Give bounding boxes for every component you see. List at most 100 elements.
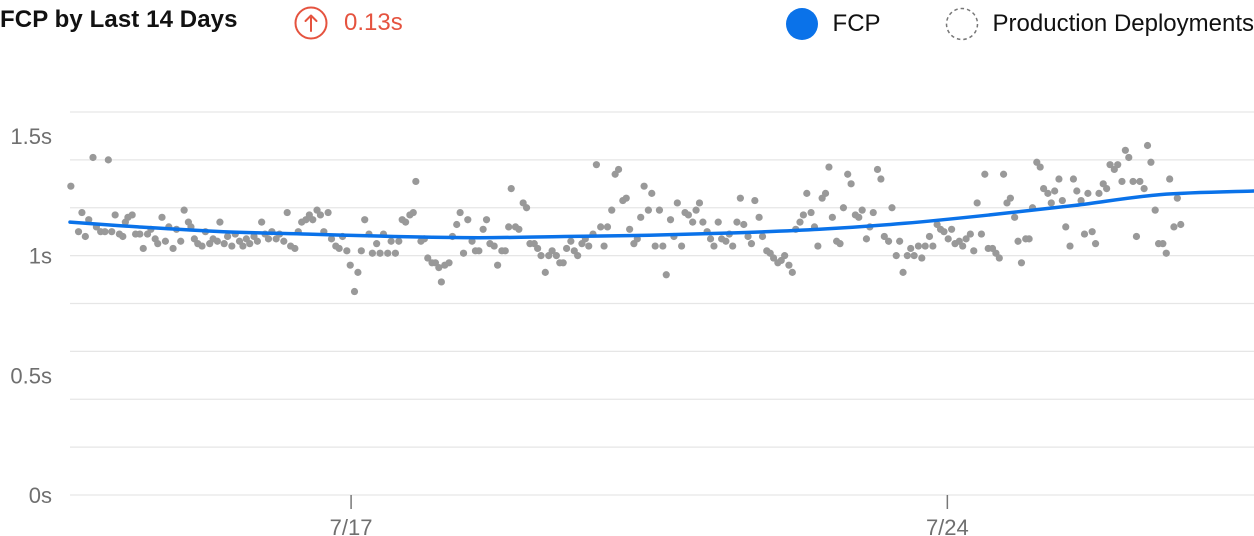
fcp-data-point: [803, 189, 811, 197]
fcp-data-point: [740, 220, 748, 229]
fcp-data-point: [139, 244, 147, 253]
fcp-data-point: [722, 237, 730, 245]
fcp-data-point: [855, 213, 863, 221]
fcp-data-point: [921, 242, 929, 250]
fcp-data-point: [220, 240, 228, 248]
fcp-data-point: [1140, 185, 1148, 193]
fcp-data-point: [1014, 237, 1022, 245]
fcp-data-point: [940, 228, 948, 236]
legend-label-production-deployments: Production Deployments: [992, 10, 1254, 37]
fcp-data-point: [402, 218, 410, 226]
fcp-data-point: [154, 240, 162, 248]
fcp-data-point: [651, 242, 659, 250]
fcp-data-point: [395, 237, 403, 245]
chart-title: FCP by Last 14 Days: [0, 6, 238, 33]
fcp-data-point: [177, 237, 185, 245]
fcp-data-point: [280, 237, 288, 245]
fcp-data-point: [361, 216, 369, 224]
fcp-data-point: [677, 242, 686, 250]
legend-item-fcp[interactable]: FCP: [785, 7, 881, 41]
fcp-data-point: [892, 252, 900, 260]
fcp-data-point: [644, 206, 652, 214]
fcp-data-point: [858, 206, 866, 214]
fcp-data-point: [216, 218, 224, 226]
fcp-data-point: [346, 261, 354, 269]
fcp-data-point: [1040, 185, 1048, 193]
fcp-data-point: [357, 247, 365, 255]
fcp-data-point: [246, 240, 254, 248]
chart-legend: FCP Production Deployments: [785, 7, 1254, 41]
fcp-data-point: [445, 259, 453, 267]
fcp-trend-line: [68, 189, 1254, 240]
fcp-data-point: [459, 249, 468, 257]
fcp-data-point: [368, 249, 376, 257]
fcp-data-point: [384, 249, 392, 257]
fcp-data-point: [666, 216, 675, 224]
y-tick-label: 0.5s: [10, 363, 52, 388]
fcp-data-point: [108, 228, 116, 236]
fcp-data-point: [1006, 194, 1014, 202]
fcp-data-point: [1121, 146, 1129, 154]
fcp-data-point: [111, 211, 119, 219]
fcp-data-point: [505, 223, 513, 231]
fcp-data-point: [744, 232, 752, 241]
fcp-data-point: [755, 213, 763, 221]
fcp-data-point: [335, 244, 343, 253]
y-tick-label: 1s: [29, 244, 52, 269]
fcp-data-point: [925, 232, 934, 241]
fcp-data-point: [585, 242, 593, 250]
fcp-data-point: [409, 208, 417, 217]
delta-indicator: 0.13s: [294, 6, 403, 40]
fcp-data-point: [1173, 194, 1181, 202]
fcp-data-point: [799, 211, 807, 219]
legend-item-production-deployments[interactable]: Production Deployments: [945, 7, 1254, 41]
fcp-data-point: [659, 242, 667, 250]
fcp-data-point: [1091, 240, 1100, 248]
fcp-data-point: [597, 223, 605, 231]
fcp-data-point: [877, 175, 885, 183]
fcp-data-point: [710, 242, 718, 250]
fcp-data-point: [608, 206, 616, 214]
fcp-data-point: [907, 244, 915, 253]
fcp-data-point: [733, 218, 741, 226]
fcp-data-point: [1132, 232, 1141, 241]
fcp-data-point: [1114, 161, 1122, 169]
fcp-data-point: [1025, 235, 1033, 243]
fcp-data-point: [869, 208, 877, 217]
fcp-data-point: [959, 242, 967, 250]
fcp-data-point: [327, 235, 336, 243]
fcp-data-point: [899, 268, 907, 276]
fcp-data-point: [880, 232, 888, 241]
fcp-data-point: [1170, 223, 1178, 231]
fcp-data-point: [1073, 187, 1081, 195]
fcp-data-point: [104, 156, 112, 164]
fcp-data-point: [324, 208, 332, 217]
fcp-data-point: [662, 271, 670, 279]
fcp-data-point: [158, 213, 166, 221]
fcp-data-point: [435, 263, 443, 272]
fcp-data-point: [873, 165, 882, 174]
fcp-data-point: [684, 211, 693, 219]
y-tick-label: 0s: [29, 483, 52, 508]
x-tick-label: 7/24: [926, 515, 969, 536]
fcp-data-point: [548, 247, 556, 255]
fcp-data-point: [316, 211, 325, 219]
fcp-data-point: [468, 237, 476, 245]
fcp-data-point: [501, 247, 509, 255]
fcp-data-point: [655, 206, 664, 214]
fcp-data-point: [1017, 259, 1026, 267]
fcp-data-point: [128, 211, 136, 219]
fcp-data-point: [490, 242, 498, 250]
fcp-data-point: [1106, 161, 1114, 169]
fcp-data-point: [537, 252, 545, 260]
fcp-data-point: [522, 204, 531, 212]
x-tick-label: 7/17: [330, 515, 373, 536]
fcp-data-point: [807, 208, 815, 217]
legend-label-fcp: FCP: [832, 10, 881, 37]
fcp-data-point: [600, 242, 608, 250]
fcp-data-point: [223, 232, 232, 241]
fcp-data-point: [67, 182, 75, 190]
fcp-data-point: [228, 242, 236, 250]
fcp-data-point: [626, 225, 634, 233]
fcp-data-point: [1047, 199, 1055, 207]
